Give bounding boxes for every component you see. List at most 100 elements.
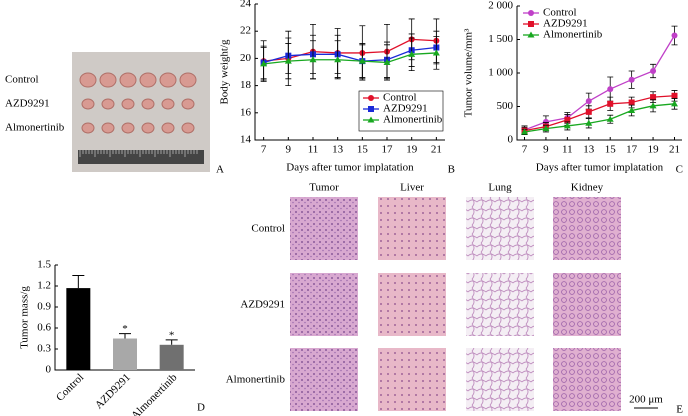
legend-label: Almonertinib — [543, 29, 603, 41]
histology-image — [378, 197, 446, 260]
column-label: Lung — [488, 182, 512, 194]
marker — [607, 100, 614, 107]
x-tick-label: 11 — [308, 144, 319, 156]
series-line — [263, 52, 437, 65]
y-axis-label: Tumor volume/mm³ — [463, 28, 475, 117]
y-tick-label: 1 000 — [488, 67, 513, 79]
marker — [432, 49, 440, 56]
marker — [542, 118, 549, 125]
marker — [628, 76, 635, 83]
tumor — [99, 72, 117, 88]
significance-mark: * — [122, 323, 128, 335]
panel-letter: D — [197, 402, 205, 414]
x-tick-label: 13 — [583, 144, 595, 156]
series-line — [263, 38, 437, 62]
histology-image — [466, 273, 534, 336]
marker — [606, 115, 614, 122]
tumor — [159, 72, 177, 88]
marker — [563, 122, 571, 129]
marker — [671, 92, 678, 99]
x-tick-label: Control — [54, 371, 86, 403]
error-bar — [119, 333, 131, 339]
tumor — [181, 98, 195, 110]
tumor — [141, 122, 155, 134]
marker — [628, 99, 635, 106]
marker — [368, 95, 374, 101]
marker — [650, 94, 657, 101]
marker — [585, 119, 593, 126]
x-tick-label: AZD9291 — [93, 371, 133, 411]
x-tick-label: 15 — [605, 144, 617, 156]
panel-letter: A — [216, 164, 224, 176]
panel-letter: B — [448, 164, 455, 176]
marker — [284, 57, 292, 64]
y-tick-label: 0.9 — [37, 301, 51, 313]
bar — [66, 288, 91, 370]
marker — [564, 116, 571, 123]
marker — [649, 102, 657, 109]
x-tick-label: Almonertinib — [129, 371, 180, 416]
legend-box — [358, 90, 444, 132]
bar — [113, 338, 137, 370]
y-tick-label: 18 — [240, 79, 252, 91]
x-tick-label: 15 — [357, 144, 369, 156]
series-line — [263, 46, 437, 64]
marker — [309, 56, 317, 63]
row-label: Almonertinib — [226, 374, 286, 386]
marker — [368, 106, 374, 112]
marker — [334, 56, 342, 63]
x-tick-label: 7 — [261, 144, 267, 156]
column-label: Kidney — [571, 182, 604, 194]
tumor — [121, 98, 135, 110]
ruler — [78, 150, 204, 164]
y-tick-label: 500 — [497, 100, 514, 112]
marker — [358, 57, 366, 64]
histology-image — [553, 348, 621, 411]
tumor — [101, 98, 115, 110]
significance-mark: * — [169, 329, 175, 341]
column-label: Tumor — [309, 182, 339, 194]
x-tick-label: 17 — [626, 144, 638, 156]
panel-letter: E — [676, 404, 683, 416]
x-tick-label: 9 — [543, 144, 549, 156]
marker — [528, 21, 534, 27]
y-tick-label: 1.5 — [37, 259, 51, 271]
x-tick-label: 19 — [648, 144, 660, 156]
tumor — [81, 98, 95, 110]
x-tick-label: 13 — [332, 144, 344, 156]
axes — [516, 6, 682, 141]
histology-image — [553, 197, 621, 260]
y-axis-label: Body weight/g — [219, 39, 231, 105]
error-bar — [165, 339, 178, 345]
tumor — [161, 98, 175, 110]
bar — [159, 344, 184, 370]
legend-label: AZD9291 — [383, 103, 428, 115]
tumor — [139, 72, 157, 88]
x-tick-label: 19 — [406, 144, 418, 156]
marker — [408, 50, 416, 57]
tumor — [81, 122, 95, 134]
marker — [527, 31, 535, 38]
y-tick-label: 16 — [240, 106, 252, 118]
x-axis-label: Days after tumor implatation — [536, 162, 664, 174]
marker — [542, 125, 550, 132]
y-tick-label: 0 — [46, 364, 52, 376]
marker — [671, 32, 678, 39]
legend-label: AZD9291 — [543, 18, 588, 30]
row-label: AZD9291 — [5, 98, 50, 110]
tumor — [79, 72, 97, 88]
y-tick-label: 0.6 — [37, 322, 51, 334]
row-label: Control — [251, 223, 285, 235]
y-tick-label: 1 500 — [488, 33, 513, 45]
x-axis-label: Days after tumor implatation — [286, 162, 414, 174]
y-tick-label: 1.2 — [37, 280, 51, 292]
x-tick-label: 9 — [286, 144, 292, 156]
y-tick-label: 24 — [240, 0, 252, 10]
marker — [585, 108, 592, 115]
marker — [650, 67, 657, 74]
histology-image — [553, 273, 621, 336]
error-bar — [72, 275, 85, 289]
y-tick-label: 2 000 — [488, 0, 513, 12]
y-tick-label: 20 — [240, 52, 252, 64]
row-label: Almonertinib — [5, 122, 65, 134]
